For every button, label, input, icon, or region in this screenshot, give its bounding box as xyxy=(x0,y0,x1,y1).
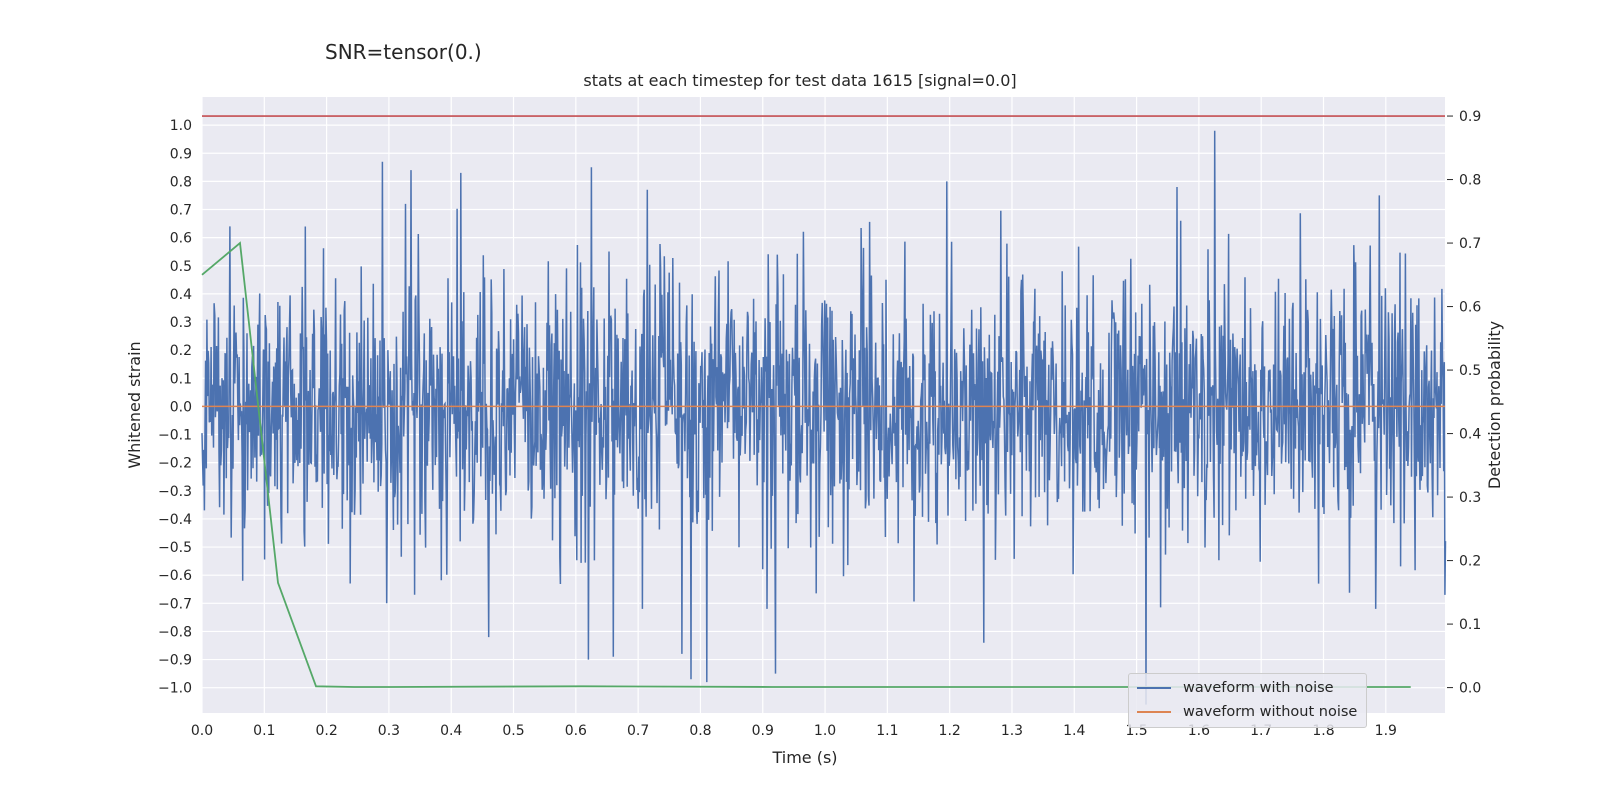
y2-tick-label: 0.1 xyxy=(1459,617,1481,633)
chart-title: stats at each timestep for test data 161… xyxy=(583,71,1017,90)
y-tick-label: 0.5 xyxy=(170,259,192,275)
y2-tick-label: 0.8 xyxy=(1459,173,1481,189)
legend-item-noise: waveform with noise xyxy=(1137,677,1334,699)
y-tick-label: 0.0 xyxy=(170,399,192,415)
y-axis-label: Whitened strain xyxy=(125,341,144,468)
x-tick-label: 1.3 xyxy=(1001,723,1023,739)
y-tick-label: −0.9 xyxy=(158,653,192,669)
y-tick-label: 0.7 xyxy=(170,203,192,219)
x-axis-label: Time (s) xyxy=(771,748,837,767)
y-tick-label: −0.1 xyxy=(158,428,192,444)
x-tick-label: 0.9 xyxy=(752,723,774,739)
x-tick-label: 0.5 xyxy=(502,723,524,739)
legend-label-noise: waveform with noise xyxy=(1183,680,1334,696)
y2-tick-label: 0.0 xyxy=(1459,681,1481,697)
y-tick-label: −0.5 xyxy=(158,540,192,556)
y2-tick-label: 0.4 xyxy=(1459,427,1481,443)
y-tick-label: 1.0 xyxy=(170,118,192,134)
x-tick-label: 0.8 xyxy=(689,723,711,739)
legend-label-clean: waveform without noise xyxy=(1183,704,1358,720)
x-tick-label: 1.0 xyxy=(814,723,836,739)
legend-swatch-noise xyxy=(1137,687,1171,689)
figure-suptitle: SNR=tensor(0.) xyxy=(325,40,482,64)
x-tick-label: 0.3 xyxy=(378,723,400,739)
y-tick-label: −0.3 xyxy=(158,484,192,500)
x-tick-label: 1.9 xyxy=(1375,723,1397,739)
x-tick-label: 0.0 xyxy=(191,723,213,739)
x-tick-label: 0.2 xyxy=(315,723,337,739)
y-tick-label: 0.3 xyxy=(170,315,192,331)
y-tick-label: −0.7 xyxy=(158,596,192,612)
y2-tick-label: 0.2 xyxy=(1459,554,1481,570)
y2-tick-label: 0.7 xyxy=(1459,236,1481,252)
x-tick-label: 1.2 xyxy=(939,723,961,739)
y-tick-label: −0.8 xyxy=(158,624,192,640)
y2-tick-label: 0.3 xyxy=(1459,490,1481,506)
x-tick-label: 0.7 xyxy=(627,723,649,739)
y2-tick-label: 0.5 xyxy=(1459,363,1481,379)
y2-tick-label: 0.9 xyxy=(1459,109,1481,125)
series-waveform-with-noise xyxy=(201,130,1447,705)
x-tick-label: 0.4 xyxy=(440,723,462,739)
y-tick-label: 0.9 xyxy=(170,146,192,162)
legend: waveform with noise waveform without noi… xyxy=(1128,673,1367,728)
x-tick-label: 1.4 xyxy=(1063,723,1085,739)
left-axis-ticks: 1.0 0.9 0.8 0.7 0.6 0.5 0.4 0.3 0.2 0.1 0.0 −0.1 −0.… xyxy=(158,118,192,697)
y-tick-label: −0.2 xyxy=(158,456,192,472)
x-tick-label: 0.1 xyxy=(253,723,275,739)
y-tick-label: −1.0 xyxy=(158,681,192,697)
y-tick-label: 0.4 xyxy=(170,287,192,303)
x-tick-label: 1.1 xyxy=(876,723,898,739)
y-tick-label: 0.8 xyxy=(170,174,192,190)
y-tick-label: −0.6 xyxy=(158,568,192,584)
right-axis-ticks: 0.9 0.8 0.7 0.6 0.5 0.4 0.3 0.2 0.1 0.0 xyxy=(1447,109,1481,697)
y2-tick-label: 0.6 xyxy=(1459,300,1481,316)
y-tick-label: −0.4 xyxy=(158,512,192,528)
x-tick-label: 0.6 xyxy=(565,723,587,739)
y2-axis-label: Detection probability xyxy=(1485,321,1504,489)
legend-swatch-clean xyxy=(1137,711,1171,713)
y-tick-label: 0.2 xyxy=(170,343,192,359)
legend-item-clean: waveform without noise xyxy=(1137,701,1357,723)
y-tick-label: 0.6 xyxy=(170,231,192,247)
y-tick-label: 0.1 xyxy=(170,371,192,387)
